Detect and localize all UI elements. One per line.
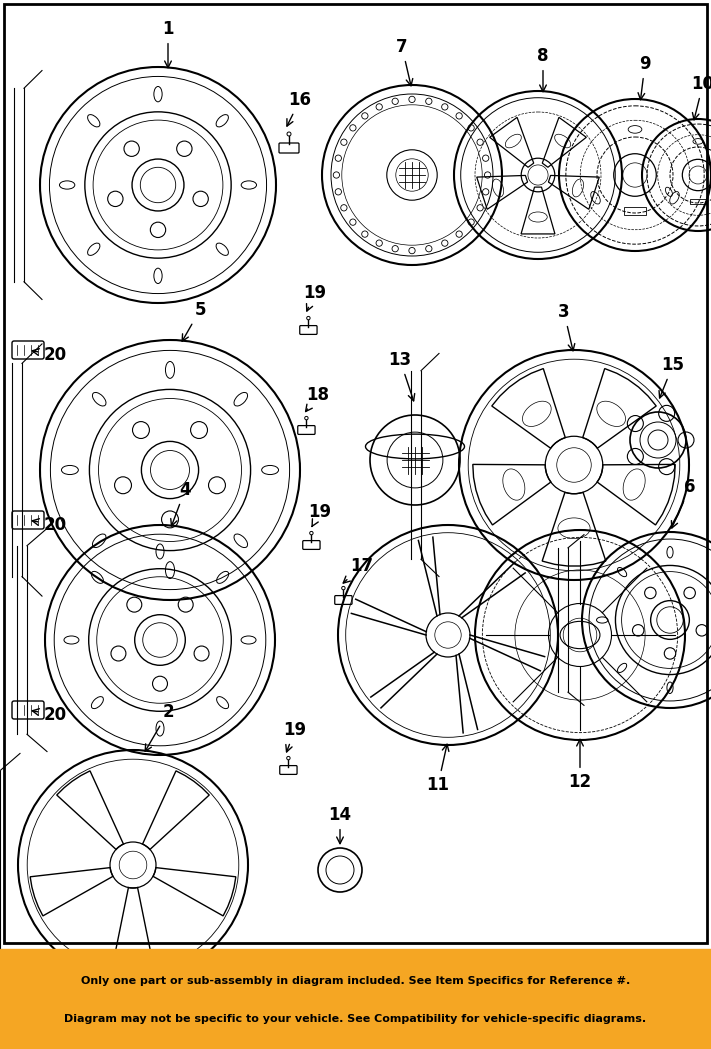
Text: 4: 4 [171, 481, 191, 526]
Text: 8: 8 [538, 47, 549, 91]
Text: Diagram may not be specific to your vehicle. See Compatibility for vehicle-speci: Diagram may not be specific to your vehi… [65, 1014, 646, 1024]
Text: 5: 5 [182, 301, 205, 341]
Bar [0, 949, 711, 1049]
FancyBboxPatch shape [303, 540, 320, 550]
Bar [624, 207, 646, 214]
Text: 13: 13 [388, 351, 415, 401]
FancyBboxPatch shape [298, 426, 315, 434]
Text: 7: 7 [396, 38, 413, 86]
Text: 3: 3 [558, 303, 574, 350]
Text: 2: 2 [145, 703, 173, 751]
Text: 9: 9 [638, 55, 651, 100]
Text: 10: 10 [692, 74, 711, 120]
Text: 20: 20 [32, 346, 67, 364]
Text: 6: 6 [671, 478, 696, 528]
FancyBboxPatch shape [300, 325, 317, 335]
Text: 17: 17 [343, 557, 373, 583]
Bar [4, 4, 707, 943]
Text: 19: 19 [309, 504, 331, 527]
Text: Only one part or sub-assembly in diagram included. See Item Specifics for Refere: Only one part or sub-assembly in diagram… [81, 977, 630, 986]
FancyBboxPatch shape [279, 143, 299, 153]
Text: 18: 18 [306, 386, 329, 411]
Text: 1: 1 [162, 20, 173, 68]
Text: 19: 19 [284, 721, 306, 752]
Text: 12: 12 [568, 740, 592, 791]
Text: 14: 14 [328, 806, 351, 843]
Text: 11: 11 [427, 744, 449, 794]
Text: 20: 20 [32, 516, 67, 534]
Text: 19: 19 [304, 284, 326, 312]
FancyBboxPatch shape [279, 766, 297, 774]
Text: 15: 15 [659, 356, 685, 398]
Text: 20: 20 [32, 706, 67, 724]
Text: 16: 16 [287, 91, 311, 126]
Bar [690, 198, 706, 205]
FancyBboxPatch shape [335, 596, 352, 604]
